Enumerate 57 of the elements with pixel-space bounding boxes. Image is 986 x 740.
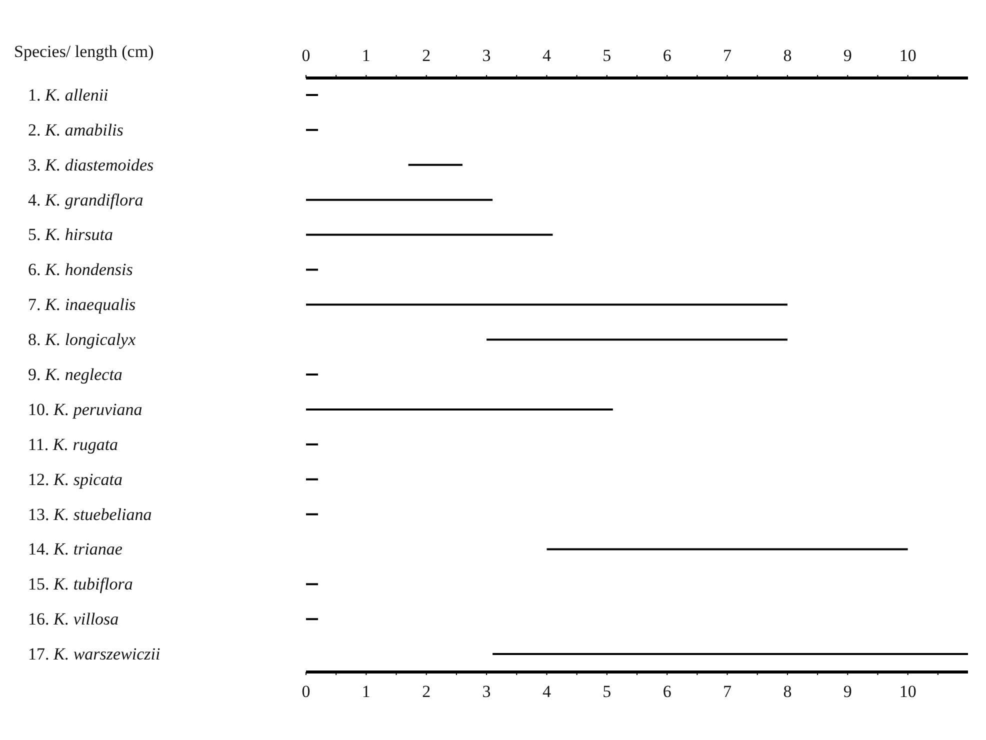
x-tick-label: 7 — [723, 682, 732, 702]
x2-tick-label: 3 — [482, 46, 491, 65]
x-tick-label: 5 — [602, 682, 612, 702]
bar — [408, 164, 462, 166]
x2-tick-label: 5 — [602, 46, 612, 65]
y-tick-label: 8. K. longicalyx — [28, 330, 136, 350]
bar — [546, 548, 908, 550]
bar — [306, 234, 553, 236]
x2-tick-label: 0 — [302, 46, 310, 65]
bar — [306, 443, 318, 446]
bar — [306, 408, 613, 410]
x-tick-label: 1 — [362, 682, 370, 702]
bar — [306, 583, 318, 586]
bar — [492, 653, 968, 656]
bar — [306, 513, 318, 516]
bar — [306, 478, 318, 480]
x-tick-label: 0 — [302, 682, 310, 702]
x-tick-label: 6 — [662, 682, 672, 702]
x-tick-label: 8 — [783, 682, 792, 702]
y-tick-label: 11. K. rugata — [28, 434, 118, 454]
bar — [306, 198, 493, 201]
y-tick-label: 13. K. stuebeliana — [28, 504, 152, 524]
y-tick-label: 1. K. allenii — [28, 85, 109, 104]
bar — [306, 94, 318, 96]
x2-tick-label: 2 — [422, 46, 431, 65]
bar — [306, 618, 318, 620]
x-tick-label: 4 — [542, 682, 552, 702]
bar — [306, 268, 318, 271]
y-tick-label: 15. K. tubiflora — [28, 574, 133, 594]
y-tick-label: 4. K. grandiflora — [28, 190, 144, 210]
x2-tick-label: 8 — [783, 46, 792, 65]
bar — [306, 128, 318, 131]
y-tick-label: 12. K. spicata — [28, 470, 122, 489]
x2-tick-label: 10 — [899, 46, 916, 65]
y-axis-title: Species/ length (cm) — [14, 42, 154, 62]
x2-tick-label: 7 — [723, 46, 732, 65]
x2-tick-label: 4 — [542, 46, 552, 65]
y-tick-label: 7. K. inaequalis — [28, 295, 136, 314]
x2-tick-label: 6 — [662, 46, 672, 65]
x-tick-label: 10 — [899, 682, 916, 702]
y-tick-label: 17. K. warszewiczii — [28, 644, 161, 664]
x2-tick-label: 1 — [362, 46, 370, 65]
y-tick-label: 6. K. hondensis — [28, 260, 134, 280]
x2-tick-label: 9 — [843, 46, 852, 65]
x-tick-label: 9 — [843, 682, 852, 702]
y-tick-label: 5. K. hirsuta — [28, 225, 114, 244]
bar — [486, 338, 788, 341]
y-tick-label: 2. K. amabilis — [28, 120, 124, 140]
y-tick-label: 9. K. neglecta — [28, 365, 122, 384]
y-tick-label: 14. K. trianae — [28, 540, 123, 559]
bar — [306, 374, 318, 376]
y-tick-label: 16. K. villosa — [28, 610, 119, 629]
y-tick-label: 10. K. peruviana — [28, 400, 142, 419]
y-tick-label: 3. K. diastemoides — [28, 155, 154, 174]
x-tick-label: 3 — [482, 682, 491, 702]
bar — [306, 304, 788, 306]
x-tick-label: 2 — [422, 682, 431, 702]
